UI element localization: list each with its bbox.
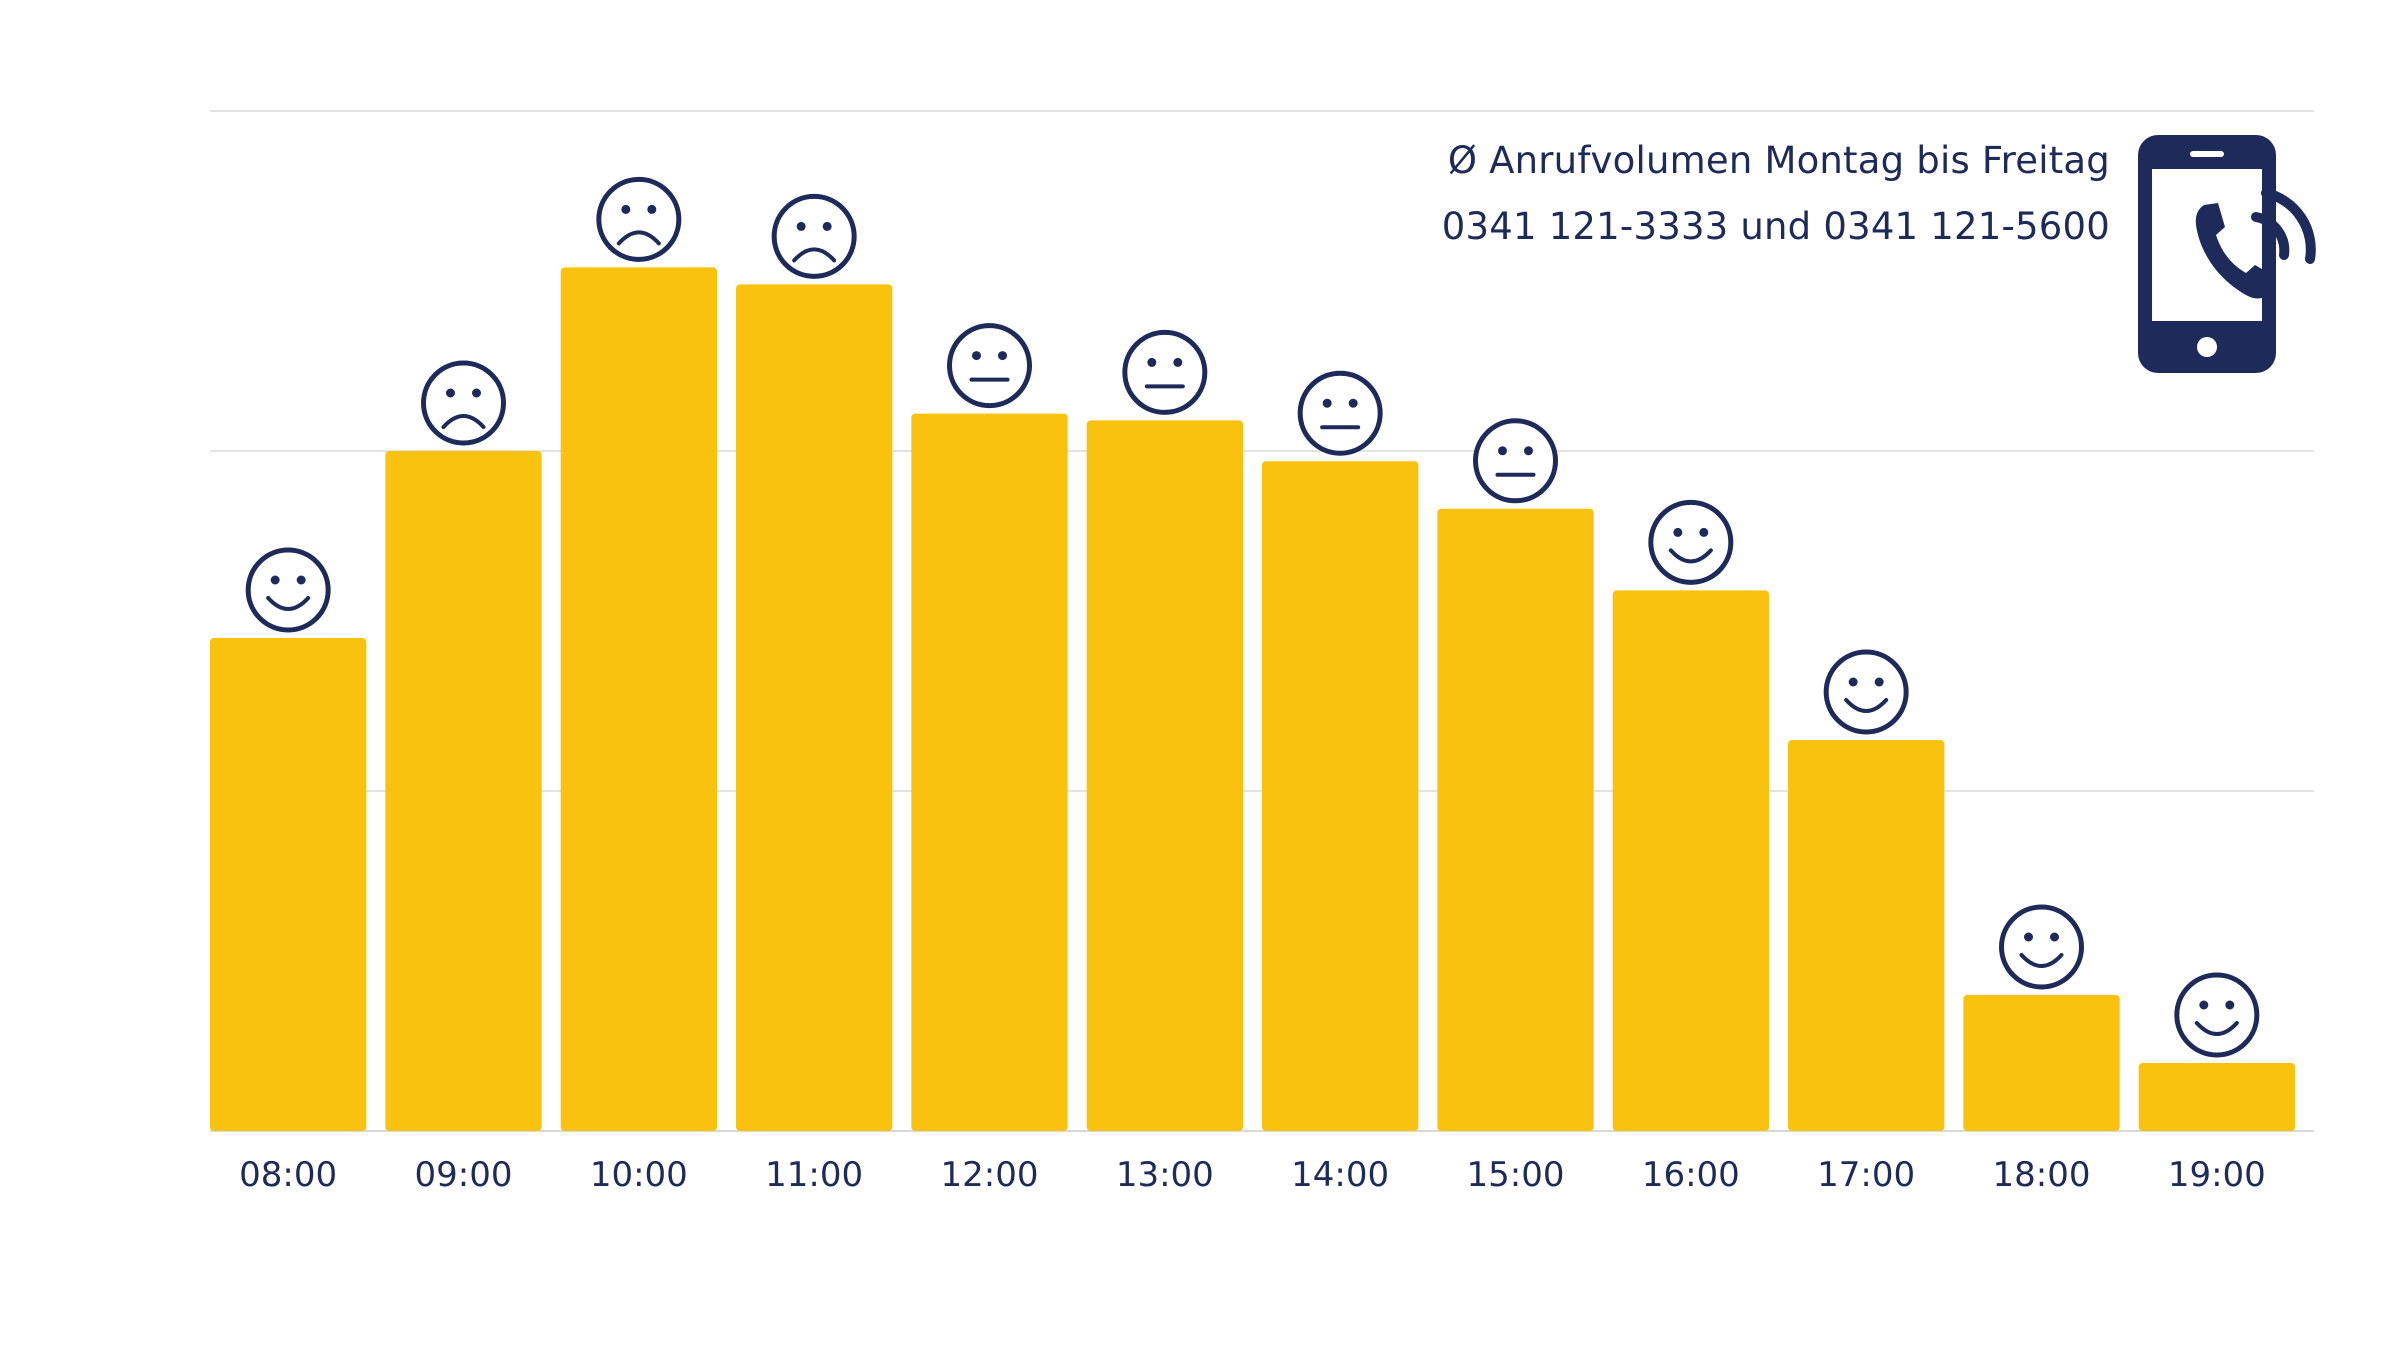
x-tick-label: 11:00 <box>765 1155 863 1195</box>
x-tick-label: 09:00 <box>415 1155 513 1195</box>
call-wave-outer-icon <box>2261 188 2316 264</box>
face-happy-icon <box>1999 904 2084 990</box>
face-sad-icon <box>421 360 506 446</box>
bar-0800 <box>210 638 367 1131</box>
phone-home-button-icon <box>2197 337 2217 357</box>
x-tick-label: 10:00 <box>590 1155 688 1195</box>
x-tick-label: 14:00 <box>1291 1155 1389 1195</box>
face-happy-icon <box>1648 499 1734 585</box>
bar-1600 <box>1612 590 1769 1131</box>
chart-subtitle-phone-numbers: 0341 121-3333 und 0341 121-5600 <box>1441 205 2110 248</box>
face-neutral-icon <box>1473 418 1558 504</box>
face-neutral-icon <box>1297 370 1383 456</box>
face-happy-icon <box>2174 972 2260 1058</box>
bar-1700 <box>1788 740 1945 1131</box>
face-happy-icon <box>1823 649 1909 735</box>
face-happy-icon <box>245 547 331 633</box>
x-tick-label: 19:00 <box>2168 1155 2266 1195</box>
x-tick-label: 12:00 <box>941 1155 1039 1195</box>
bar-1900 <box>2138 1063 2295 1131</box>
x-tick-label: 13:00 <box>1116 1155 1214 1195</box>
call-wave-inner-icon <box>2251 212 2290 260</box>
bar-1000 <box>560 267 717 1131</box>
bars <box>210 267 2295 1132</box>
face-neutral-icon <box>1122 329 1208 415</box>
bar-1500 <box>1437 508 1594 1131</box>
bar-1400 <box>1262 461 1419 1131</box>
x-tick-label: 08:00 <box>239 1155 337 1195</box>
handset-icon <box>2195 203 2276 299</box>
bar-1800 <box>1963 995 2120 1131</box>
phone-speaker-icon <box>2190 151 2224 157</box>
bar-1200 <box>911 413 1068 1132</box>
bar-1300 <box>1086 420 1243 1131</box>
face-sad-icon <box>771 193 857 279</box>
mood-faces <box>245 176 2260 1058</box>
face-neutral-icon <box>947 323 1032 409</box>
x-tick-labels: 08:00 09:00 10:00 11:00 12:00 13:00 14:00 15:00… <box>239 1155 2266 1195</box>
bar-0900 <box>385 451 542 1131</box>
x-tick-label: 16:00 <box>1642 1155 1740 1195</box>
smartphone-call-icon <box>2138 135 2316 373</box>
x-tick-label: 15:00 <box>1467 1155 1565 1195</box>
x-tick-label: 18:00 <box>1993 1155 2091 1195</box>
x-tick-label: 17:00 <box>1817 1155 1915 1195</box>
face-sad-icon <box>596 176 682 262</box>
chart-title-block: Ø Anrufvolumen Montag bis Freitag 0341 1… <box>1442 128 2110 260</box>
bar-1100 <box>736 284 893 1131</box>
chart-title: Ø Anrufvolumen Montag bis Freitag <box>1447 139 2110 182</box>
